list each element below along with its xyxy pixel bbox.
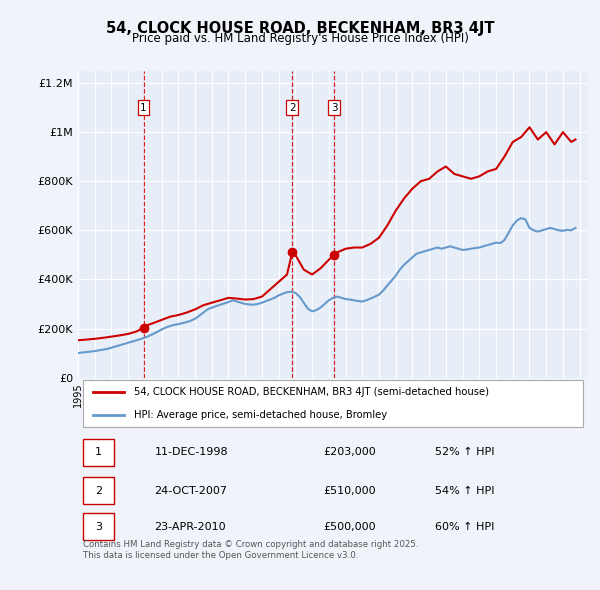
Text: 2: 2 — [95, 486, 102, 496]
FancyBboxPatch shape — [83, 477, 114, 504]
Text: 60% ↑ HPI: 60% ↑ HPI — [435, 522, 494, 532]
Text: 3: 3 — [95, 522, 102, 532]
Text: 54% ↑ HPI: 54% ↑ HPI — [435, 486, 494, 496]
Text: Contains HM Land Registry data © Crown copyright and database right 2025.
This d: Contains HM Land Registry data © Crown c… — [83, 540, 419, 560]
Text: £510,000: £510,000 — [323, 486, 376, 496]
FancyBboxPatch shape — [83, 380, 583, 427]
Text: £203,000: £203,000 — [323, 447, 376, 457]
Text: HPI: Average price, semi-detached house, Bromley: HPI: Average price, semi-detached house,… — [134, 410, 387, 420]
Text: 2: 2 — [289, 103, 296, 113]
FancyBboxPatch shape — [83, 513, 114, 540]
Text: £500,000: £500,000 — [323, 522, 376, 532]
Text: 11-DEC-1998: 11-DEC-1998 — [155, 447, 228, 457]
Text: 1: 1 — [95, 447, 102, 457]
Text: 1: 1 — [140, 103, 147, 113]
Text: 24-OCT-2007: 24-OCT-2007 — [155, 486, 227, 496]
Text: 3: 3 — [331, 103, 337, 113]
Text: Price paid vs. HM Land Registry's House Price Index (HPI): Price paid vs. HM Land Registry's House … — [131, 32, 469, 45]
Text: 54, CLOCK HOUSE ROAD, BECKENHAM, BR3 4JT: 54, CLOCK HOUSE ROAD, BECKENHAM, BR3 4JT — [106, 21, 494, 35]
FancyBboxPatch shape — [83, 439, 114, 466]
Text: 52% ↑ HPI: 52% ↑ HPI — [435, 447, 494, 457]
Text: 23-APR-2010: 23-APR-2010 — [155, 522, 226, 532]
Text: 54, CLOCK HOUSE ROAD, BECKENHAM, BR3 4JT (semi-detached house): 54, CLOCK HOUSE ROAD, BECKENHAM, BR3 4JT… — [134, 387, 489, 397]
